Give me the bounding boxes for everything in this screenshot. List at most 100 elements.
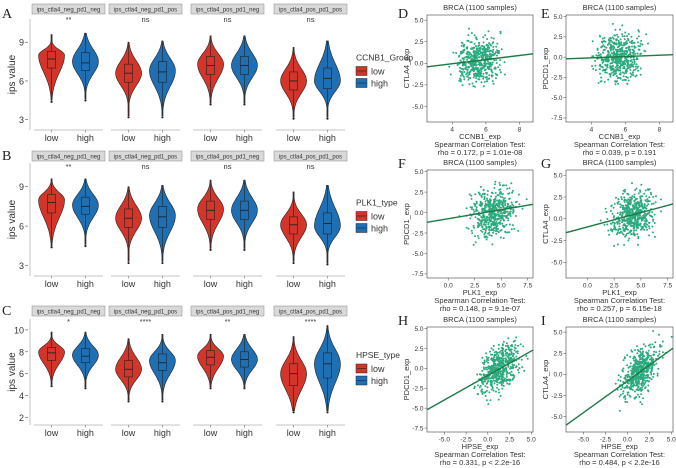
data-point — [486, 357, 489, 360]
data-point — [504, 357, 507, 360]
data-point — [626, 61, 629, 64]
data-point — [511, 365, 514, 368]
data-point — [473, 226, 476, 229]
y-tick-label: 8 — [19, 347, 24, 357]
data-point — [498, 203, 501, 206]
data-point — [645, 219, 648, 222]
data-point — [478, 70, 481, 72]
data-point — [482, 77, 485, 80]
y-tick-label: -7.5 — [412, 425, 424, 432]
data-point — [484, 64, 487, 67]
data-point — [479, 46, 482, 49]
data-point — [616, 68, 619, 71]
data-point — [619, 231, 622, 233]
data-point — [497, 398, 500, 401]
data-point — [513, 346, 516, 349]
data-point — [626, 37, 629, 40]
x-tick-label-high: high — [154, 279, 171, 289]
data-point — [617, 82, 619, 85]
data-point — [592, 67, 595, 70]
x-tick-label-low: low — [287, 133, 301, 143]
data-point — [499, 195, 502, 198]
data-point — [484, 231, 487, 234]
data-point — [480, 81, 483, 84]
data-point — [461, 72, 464, 75]
facet-strip — [108, 305, 183, 317]
data-point — [458, 79, 461, 82]
data-point — [482, 223, 485, 226]
data-point — [618, 60, 621, 63]
data-point — [624, 374, 627, 377]
data-point — [639, 358, 641, 361]
y-axis-label: ips value — [7, 54, 18, 94]
data-point — [629, 69, 632, 71]
data-point — [462, 75, 465, 78]
data-point — [480, 62, 483, 65]
data-point — [610, 222, 613, 225]
data-point — [507, 217, 510, 220]
facet-title: ips_ctla4_neg_pd1_neg — [37, 155, 101, 161]
facet-title: ips_ctla4_pos_pd1_neg — [196, 155, 259, 161]
data-point — [456, 64, 459, 66]
data-point — [640, 357, 643, 360]
data-point — [635, 63, 638, 66]
data-point — [645, 371, 648, 373]
data-point — [501, 196, 504, 199]
data-point — [615, 52, 618, 55]
data-point — [632, 53, 635, 56]
data-point — [618, 53, 621, 56]
data-point — [632, 216, 635, 219]
data-point — [653, 353, 656, 356]
data-point — [640, 216, 643, 219]
y-tick-label: -2.5 — [412, 386, 424, 393]
data-point — [489, 350, 491, 353]
data-point — [498, 381, 501, 384]
data-point — [484, 54, 487, 57]
x-tick-label-low: low — [45, 279, 59, 289]
data-point — [481, 57, 484, 59]
data-point — [482, 65, 485, 68]
data-point — [632, 74, 635, 77]
data-point — [477, 221, 479, 224]
facet-title: ips_ctla4_pos_pd1_pos — [279, 8, 342, 14]
data-point — [501, 375, 504, 378]
data-point — [482, 41, 485, 44]
points-layer — [591, 22, 649, 86]
y-tick-label: 9 — [19, 182, 24, 192]
data-point — [470, 62, 473, 65]
stat-title: Spearman Correlation Test: — [574, 296, 665, 305]
data-point — [621, 46, 624, 49]
data-point — [476, 74, 479, 76]
data-point — [486, 382, 488, 385]
data-point — [633, 390, 636, 393]
data-point — [609, 210, 612, 212]
data-point — [605, 46, 608, 49]
data-point — [460, 44, 463, 47]
data-point — [604, 40, 607, 43]
data-point — [630, 222, 633, 225]
data-point — [475, 36, 478, 39]
data-point — [483, 198, 486, 201]
data-point — [643, 217, 646, 220]
data-point — [646, 212, 649, 215]
data-point — [496, 204, 499, 207]
data-point — [636, 389, 639, 391]
data-point — [636, 360, 639, 363]
box-high — [81, 196, 90, 215]
data-point — [640, 361, 643, 363]
data-point — [482, 366, 485, 369]
data-point — [621, 53, 624, 56]
data-point — [497, 354, 500, 357]
data-point — [629, 60, 632, 63]
data-point — [615, 75, 618, 78]
data-point — [487, 371, 490, 374]
data-point — [510, 370, 513, 373]
data-point — [626, 65, 629, 67]
x-tick-label: 8 — [658, 127, 662, 134]
data-point — [483, 61, 486, 64]
data-point — [628, 365, 631, 368]
data-point — [625, 214, 627, 216]
data-point — [626, 364, 629, 367]
data-point — [616, 222, 619, 225]
data-point — [488, 212, 491, 215]
